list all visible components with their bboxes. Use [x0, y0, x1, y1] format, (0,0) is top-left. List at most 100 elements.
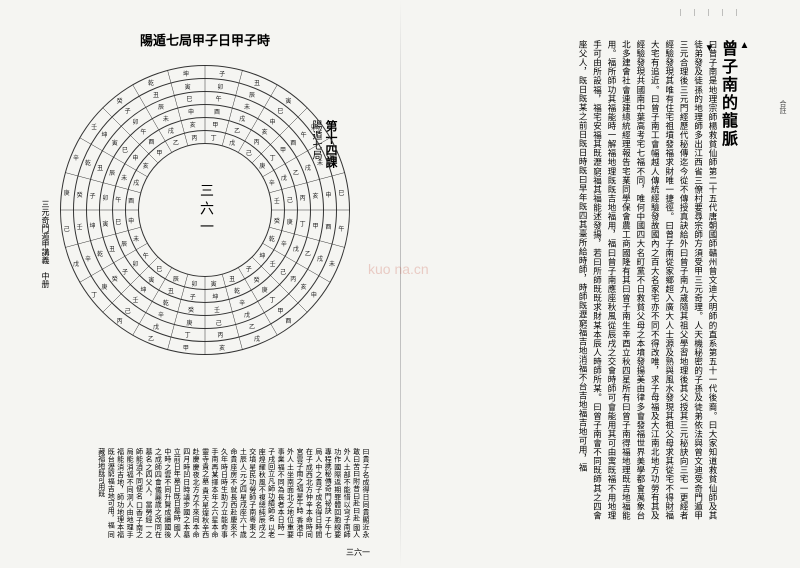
compass-cell: 辰 [158, 102, 164, 111]
compass-cell: 乙 [234, 126, 240, 135]
compass-cell: 丁 [269, 295, 275, 304]
article-body: 曰曾子南是地理宗師楊救貧仙師第二十五代唐朝國師贛州曾文迪大明師的直系第五十一代後… [430, 40, 720, 520]
compass-cell: 壬 [91, 122, 97, 131]
compass-cell: 卯 [217, 82, 223, 91]
compass-cell: 寅 [148, 275, 154, 284]
compass-cell: 乙 [293, 168, 299, 177]
compass-cell: 寅 [285, 96, 291, 105]
compass-cell: 壬 [214, 305, 220, 314]
compass-cell: 甲 [313, 221, 319, 230]
compass-cell: 戊 [293, 244, 299, 253]
compass-cell: 乙 [173, 138, 179, 147]
compass-cell: 丑 [153, 90, 159, 99]
compass-cell: 甲 [277, 306, 283, 315]
compass-cell: 壬 [270, 259, 276, 268]
compass-cell: 未 [329, 259, 335, 268]
compass-cell: 亥 [143, 161, 149, 170]
compass-cell: 壬 [133, 295, 139, 304]
compass-cell: 庚 [186, 318, 192, 327]
compass-cell: 酉 [285, 316, 291, 325]
compass-cell: 乾 [234, 286, 240, 295]
compass-cell: 丑 [97, 163, 103, 172]
page-number-left: 三六一 [346, 547, 370, 558]
compass-cell: 癸 [77, 190, 83, 199]
compass-cell: 辰 [109, 168, 115, 177]
compass-cell: 坤 [183, 69, 189, 78]
compass-cell: 戌 [168, 126, 174, 135]
compass-cell: 子 [89, 191, 95, 200]
compass-cell: 甲 [183, 343, 189, 352]
compass-cell: 辛 [281, 239, 287, 248]
compass-cell: 午 [115, 195, 121, 204]
compass-cell: 戊 [153, 322, 159, 331]
watermark: kuo na.cn [368, 261, 429, 277]
compass-cell: 卯 [132, 259, 138, 268]
compass-cell: 巳 [338, 188, 344, 197]
compass-cell: 丑 [254, 78, 260, 87]
compass-cell: 戌 [254, 334, 260, 343]
compass-cell: 癸 [117, 96, 123, 105]
compass-cell: 戌 [317, 254, 323, 263]
compass-cell: 寅 [211, 279, 217, 288]
compass-cell: 卯 [133, 117, 139, 126]
compass-cell: 辰 [173, 274, 179, 283]
compass-cell: 亥 [219, 343, 225, 352]
compass-cell: 子 [246, 264, 252, 273]
compass-cell: 巳 [186, 94, 192, 103]
compass-cell: 寅 [112, 138, 118, 147]
compass-cell: 辛 [158, 310, 164, 319]
compass-cell: 坤 [101, 130, 107, 139]
compass-cell: 寅 [102, 219, 108, 228]
compass-cell: 乾 [85, 158, 91, 167]
compass-cell: 甲 [212, 120, 218, 129]
compass-cell: 己 [64, 224, 70, 233]
compass-cell: 丑 [229, 274, 235, 283]
compass-cell: 乾 [163, 298, 169, 307]
compass-cell: 辰 [121, 239, 127, 248]
compass-cell: 卯 [311, 122, 317, 131]
compass-cell: 坤 [89, 221, 95, 230]
compass-cell: 坤 [140, 285, 146, 294]
compass-cell: 未 [317, 158, 323, 167]
compass-cell: 己 [280, 267, 286, 276]
compass-center-number: 三六一 [195, 183, 215, 237]
compass-cell: 丁 [300, 219, 306, 228]
compass-cell: 乙 [148, 334, 154, 343]
compass-cell: 己 [287, 195, 293, 204]
compass-cell: 丙 [217, 330, 223, 339]
top-header-marks: ｜ ｜ ｜ ｜ ｜ [677, 8, 740, 18]
compass-cell: 未 [121, 173, 127, 182]
compass-cell: 巳 [122, 145, 128, 154]
compass-cell: 午 [301, 130, 307, 139]
compass-cell: 戌 [305, 163, 311, 172]
compass-cell: 巳 [156, 264, 162, 273]
compass-cell: 癸 [254, 275, 260, 284]
compass-cell: 乙 [305, 249, 311, 258]
compass-title: 陽遁七局甲子日甲子時 [140, 30, 270, 49]
compass-cell: 丑 [109, 244, 115, 253]
compass-cell: 亥 [313, 191, 319, 200]
compass-cell: 庚 [287, 217, 293, 226]
compass-cell: 子 [122, 267, 128, 276]
compass-cell: 酉 [325, 222, 331, 231]
compass-cell: 庚 [64, 188, 70, 197]
compass-cell: 庚 [101, 282, 107, 291]
compass-cell: 辛 [73, 153, 79, 162]
compass-cell: 丙 [191, 133, 197, 142]
compass-cell: 寅 [185, 82, 191, 91]
compass-cell: 乾 [148, 78, 154, 87]
compass-cell: 辰 [249, 90, 255, 99]
compass-cell: 庚 [259, 161, 265, 170]
compass-cell: 丙 [290, 274, 296, 283]
book-series-label: 三元奇門遁甲講義 中册 [40, 200, 51, 288]
compass-cell: 酉 [148, 137, 154, 146]
compass-cell: 未 [244, 102, 250, 111]
compass-cell: 己 [216, 318, 222, 327]
compass-cell: 甲 [156, 148, 162, 157]
compass-cell: 申 [128, 216, 134, 225]
compass-cell: 戊 [244, 310, 250, 319]
compass-cell: 丑 [168, 286, 174, 295]
compass-cell: 乾 [97, 249, 103, 258]
compass-cell: 壬 [274, 196, 280, 205]
compass-diagram: 子丑寅卯辰巳午未申酉戌亥甲乙丙丁戊己庚辛壬癸乾坤卯辰巳午未申酉戌亥甲乙丙丁戊己庚… [60, 65, 350, 355]
